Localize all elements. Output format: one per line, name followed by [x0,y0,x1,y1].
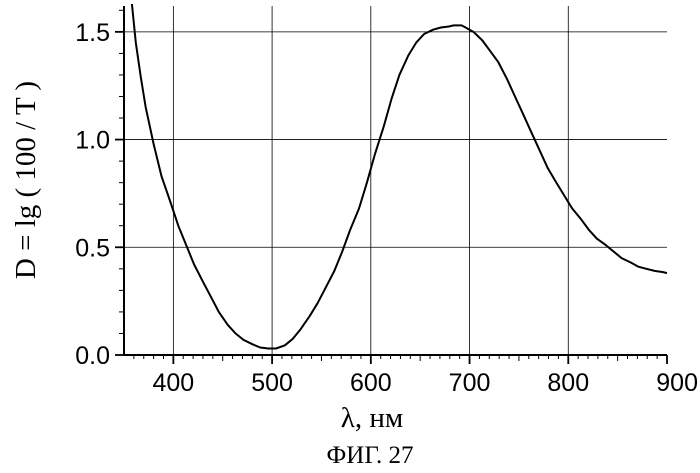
x-tick-label: 700 [449,369,491,397]
x-tick-label: 800 [547,369,589,397]
grid [124,6,667,355]
x-tick-label: 500 [251,369,293,397]
figure-caption: ФИГ. 27 [327,442,414,469]
x-axis-title: λ, нм [341,402,403,434]
x-tick-label: 600 [350,369,392,397]
y-tick-label: 0.0 [75,342,110,370]
series-line [132,4,667,349]
y-axis-title: D = lg ( 100 / T ) [10,81,42,279]
tick-labels: 400 500 600 700 800 900 0.0 0.5 1.0 1.5 [75,19,698,397]
x-tick-label: 400 [153,369,195,397]
y-tick-label: 1.5 [75,19,110,47]
y-tick-label: 0.5 [75,234,110,262]
axes [115,6,667,364]
x-tick-label: 900 [656,369,698,397]
series-layer [132,4,667,349]
y-tick-label: 1.0 [75,127,110,155]
